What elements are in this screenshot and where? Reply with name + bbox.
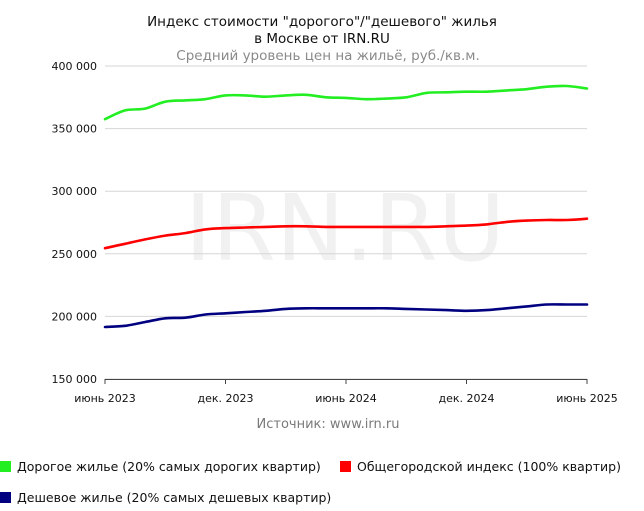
y-tick-label: 150 000 <box>52 373 98 386</box>
y-axis-ticks: 150 000 200 000 250 000 300 000 350 000 400 0… <box>52 60 98 386</box>
chart-title-line1: Индекс стоимости "дорогого"/"дешевого" ж… <box>147 14 497 30</box>
series-line-2 <box>103 303 589 329</box>
y-tick-label: 200 000 <box>52 310 98 323</box>
legend-item-expensive: Дорогое жилье (20% самых дорогих квартир… <box>0 459 321 474</box>
series-line-0 <box>103 84 589 121</box>
x-tick-label: дек. 2023 <box>197 392 253 405</box>
chart-source: Источник: www.irn.ru <box>257 417 400 432</box>
x-axis: июнь 2023 дек. 2023 июнь 2024 дек. 2024 июнь… <box>74 379 618 405</box>
series-line-1 <box>103 217 589 250</box>
series-group <box>103 84 589 329</box>
legend-label-expensive: Дорогое жилье (20% самых дорогих квартир… <box>17 459 321 474</box>
legend-item-city: Общегородской индекс (100% квартир) <box>340 459 621 474</box>
legend-swatch-city <box>340 461 351 472</box>
y-tick-label: 250 000 <box>52 248 98 261</box>
chart-title-line2: в Москве от IRN.RU <box>254 31 390 47</box>
legend-item-cheap: Дешевое жилье (20% самых дешевых квартир… <box>0 490 331 505</box>
x-tick-label: июнь 2024 <box>315 392 377 405</box>
chart-canvas: Индекс стоимости "дорогого"/"дешевого" ж… <box>52 14 618 432</box>
x-tick-label: июнь 2025 <box>556 392 618 405</box>
x-tick-label: дек. 2024 <box>438 392 494 405</box>
legend-swatch-cheap <box>0 492 11 503</box>
y-tick-label: 400 000 <box>52 60 98 73</box>
legend-label-city: Общегородской индекс (100% квартир) <box>357 459 621 474</box>
legend-label-cheap: Дешевое жилье (20% самых дешевых квартир… <box>17 490 332 505</box>
legend-swatch-expensive <box>0 461 11 472</box>
y-tick-label: 300 000 <box>52 185 98 198</box>
x-tick-label: июнь 2023 <box>74 392 136 405</box>
chart-subtitle: Средний уровень цен на жильё, руб./кв.м. <box>176 48 479 64</box>
y-tick-label: 350 000 <box>52 123 98 136</box>
